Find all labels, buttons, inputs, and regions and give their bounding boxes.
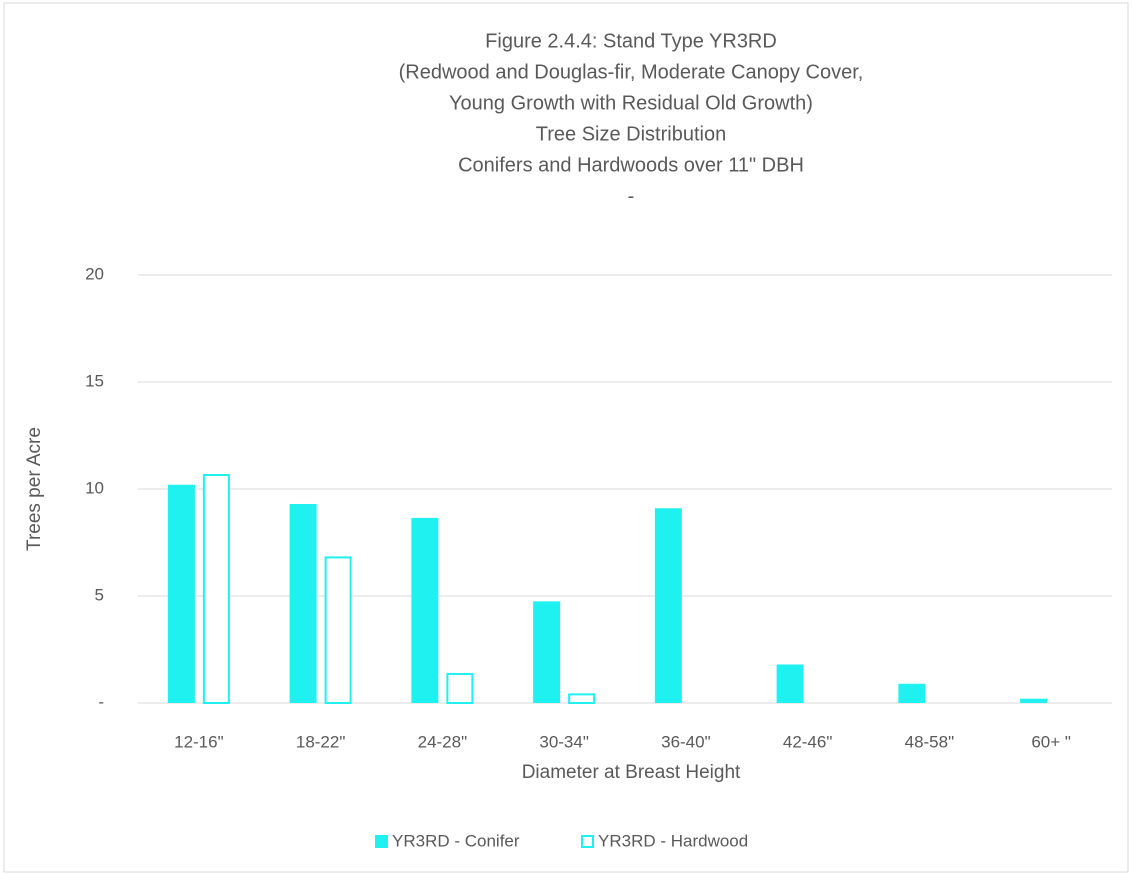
- x-axis-label: Diameter at Breast Height: [522, 762, 741, 783]
- x-tick-label: 60+ ": [1031, 732, 1071, 751]
- chart-title: (Redwood and Douglas-fir, Moderate Canop…: [399, 61, 864, 83]
- bar: [411, 517, 439, 703]
- chart-title: Figure 2.4.4: Stand Type YR3RD: [485, 30, 777, 52]
- legend-label: YR3RD - Hardwood: [598, 831, 748, 850]
- bar: [654, 508, 682, 703]
- bar: [533, 601, 561, 703]
- bar: [289, 503, 317, 703]
- y-axis-label: Trees per Acre: [24, 427, 45, 551]
- legend-label: YR3RD - Conifer: [392, 831, 520, 850]
- x-tick-label: 30-34": [539, 732, 589, 751]
- chart-title: -: [628, 185, 635, 207]
- x-tick-label: 12-16": [174, 732, 224, 751]
- y-tick-label: 20: [85, 264, 104, 283]
- chart-title: Tree Size Distribution: [536, 123, 726, 145]
- y-tick-label: 15: [85, 371, 104, 390]
- x-tick-label: 24-28": [418, 732, 468, 751]
- y-tick-label: -: [98, 692, 104, 711]
- chart-title: Young Growth with Residual Old Growth): [449, 92, 813, 114]
- bar: [446, 673, 474, 704]
- bar: [898, 683, 926, 703]
- y-tick-label: 5: [95, 585, 104, 604]
- bar: [324, 556, 352, 704]
- bar: [568, 693, 596, 704]
- x-tick-label: 48-58": [905, 732, 955, 751]
- bar: [202, 474, 230, 704]
- legend-swatch: [375, 835, 388, 848]
- chart-title: Conifers and Hardwoods over 11" DBH: [458, 154, 804, 176]
- bar: [1020, 698, 1048, 703]
- bar: [776, 664, 804, 703]
- legend-swatch: [581, 835, 594, 848]
- chart-border: [3, 2, 1129, 873]
- x-tick-label: 18-22": [296, 732, 346, 751]
- bar: [167, 484, 195, 703]
- x-tick-label: 36-40": [661, 732, 711, 751]
- y-tick-label: 10: [85, 478, 104, 497]
- x-tick-label: 42-46": [783, 732, 833, 751]
